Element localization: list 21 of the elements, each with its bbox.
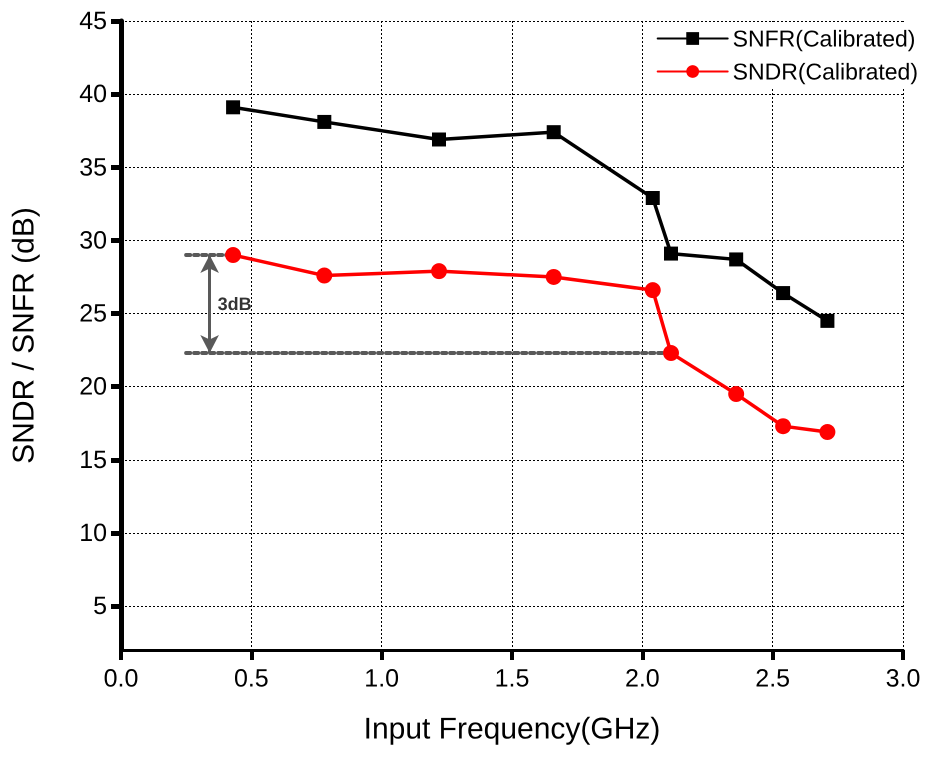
x-tick-label: 2.5 xyxy=(755,664,790,692)
y-tick-label: 10 xyxy=(79,518,107,547)
y-tick-label: 30 xyxy=(79,226,107,254)
x-tick-label: 0.5 xyxy=(234,664,269,692)
x-tick-label: 3.0 xyxy=(886,664,920,692)
annotation: 3dB xyxy=(218,294,252,314)
y-tick-label: 45 xyxy=(79,7,107,35)
y-tick-label: 40 xyxy=(79,80,107,108)
y-tick-label: 15 xyxy=(79,446,107,474)
y-tick-label: 25 xyxy=(79,300,107,328)
legend-label: SNDR(Calibrated) xyxy=(732,58,918,84)
y-tick-label: 5 xyxy=(93,592,107,620)
x-tick-label: 0.0 xyxy=(104,664,138,692)
x-tick-label: 1.0 xyxy=(364,664,400,692)
y-tick-label: 20 xyxy=(79,372,107,401)
x-tick-label: 1.5 xyxy=(494,664,530,692)
x-axis-title: Input Frequency(GHz) xyxy=(364,712,660,746)
legend-label: SNFR(Calibrated) xyxy=(732,26,916,52)
x-tick-label: 2.0 xyxy=(624,664,660,692)
y-axis-title: SNDR / SNFR (dB) xyxy=(8,207,40,464)
y-tick-label: 35 xyxy=(79,153,107,182)
